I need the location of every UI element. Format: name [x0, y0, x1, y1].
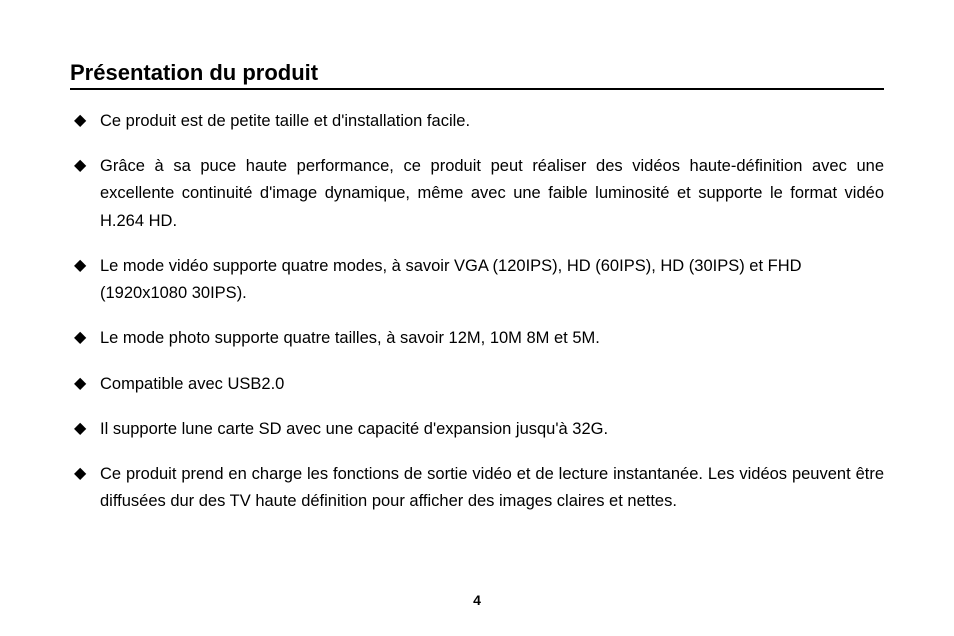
- list-item-text: Le mode photo supporte quatre tailles, à…: [100, 325, 884, 352]
- list-item: ◆ Ce produit est de petite taille et d'i…: [70, 108, 884, 135]
- list-item-text: Le mode vidéo supporte quatre modes, à s…: [100, 253, 884, 307]
- list-item: ◆ Le mode photo supporte quatre tailles,…: [70, 325, 884, 352]
- page-number: 4: [0, 592, 954, 608]
- list-item: ◆ Ce produit prend en charge les fonctio…: [70, 461, 884, 515]
- diamond-bullet-icon: ◆: [74, 111, 86, 130]
- diamond-bullet-icon: ◆: [74, 328, 86, 347]
- diamond-bullet-icon: ◆: [74, 374, 86, 393]
- list-item: ◆ Compatible avec USB2.0: [70, 371, 884, 398]
- diamond-bullet-icon: ◆: [74, 419, 86, 438]
- list-item-text: Compatible avec USB2.0: [100, 371, 884, 398]
- list-item-text: Il supporte lune carte SD avec une capac…: [100, 416, 884, 443]
- list-item: ◆ Le mode vidéo supporte quatre modes, à…: [70, 253, 884, 307]
- bullet-list: ◆ Ce produit est de petite taille et d'i…: [70, 108, 884, 515]
- diamond-bullet-icon: ◆: [74, 256, 86, 275]
- diamond-bullet-icon: ◆: [74, 156, 86, 175]
- list-item: ◆ Il supporte lune carte SD avec une cap…: [70, 416, 884, 443]
- list-item-text: Ce produit prend en charge les fonctions…: [100, 461, 884, 515]
- diamond-bullet-icon: ◆: [74, 464, 86, 483]
- section-heading: Présentation du produit: [70, 60, 884, 90]
- list-item-text: Grâce à sa puce haute performance, ce pr…: [100, 153, 884, 235]
- list-item: ◆ Grâce à sa puce haute performance, ce …: [70, 153, 884, 235]
- list-item-text: Ce produit est de petite taille et d'ins…: [100, 108, 884, 135]
